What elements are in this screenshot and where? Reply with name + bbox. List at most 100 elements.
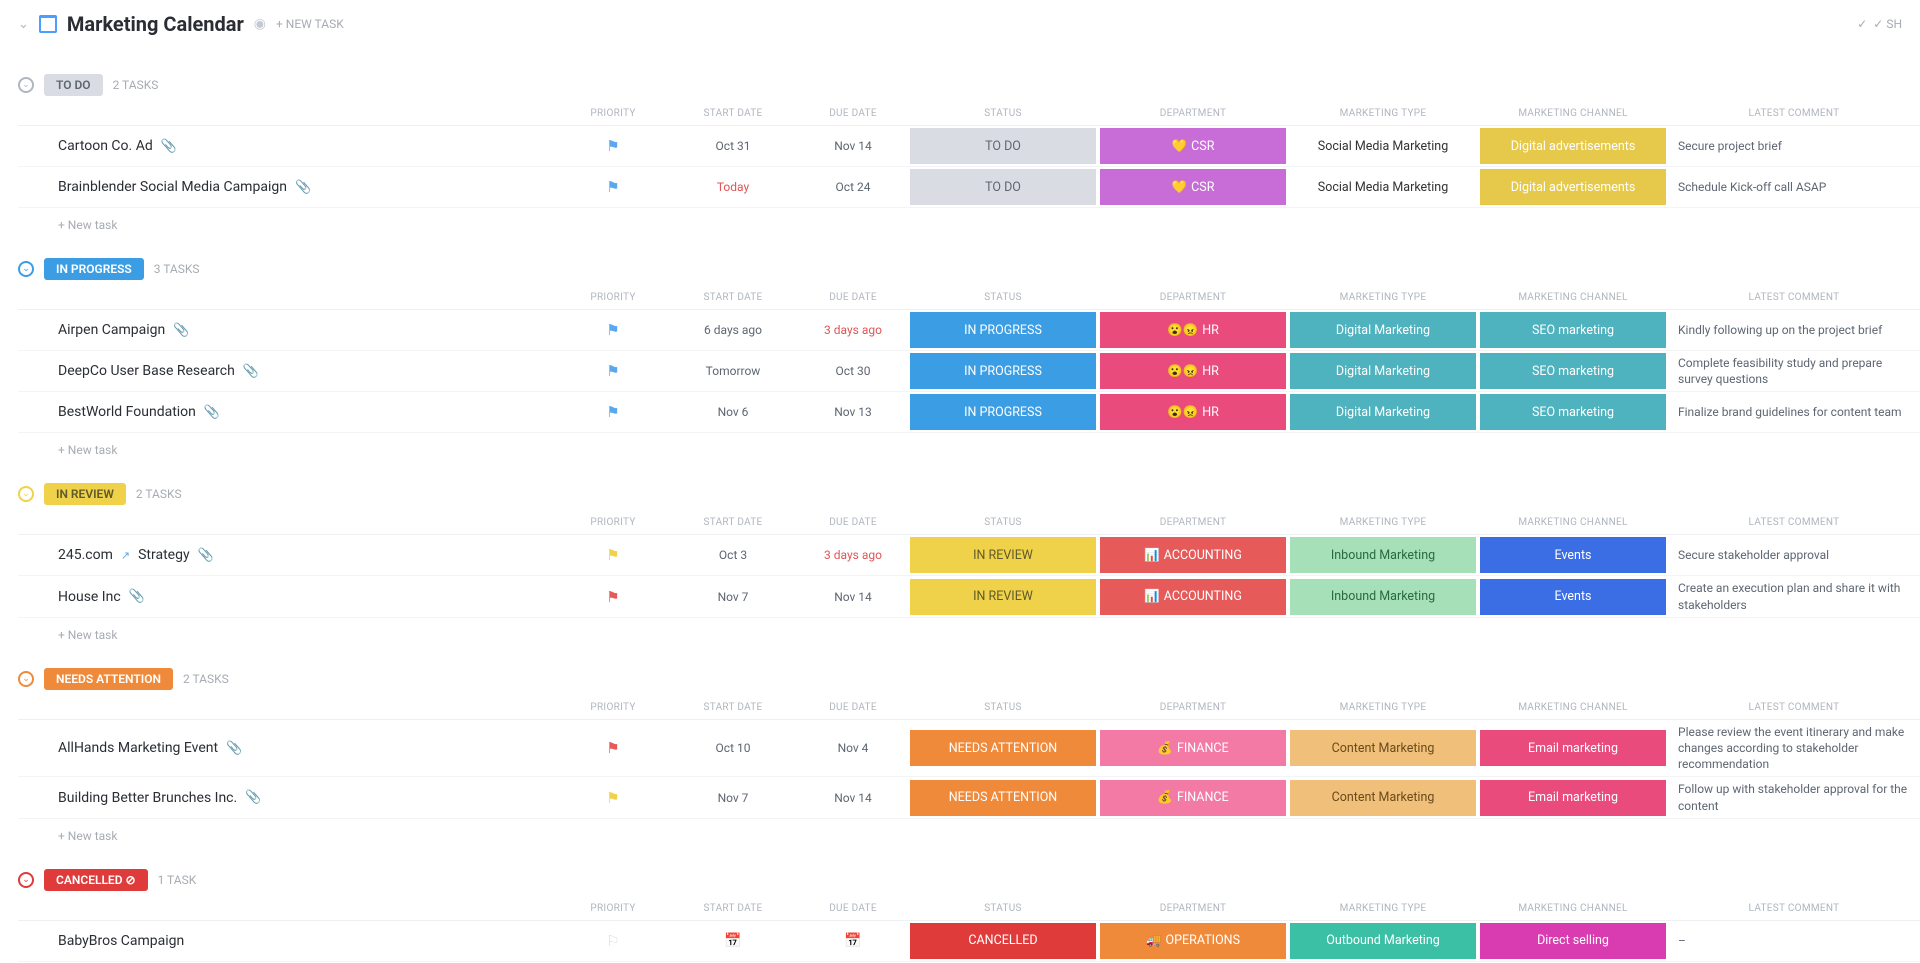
marketing-channel-chip[interactable]: SEO marketing bbox=[1480, 312, 1666, 348]
task-name[interactable]: AllHands Marketing Event📎 bbox=[58, 740, 558, 756]
marketing-channel-chip[interactable]: SEO marketing bbox=[1480, 353, 1666, 389]
due-date[interactable]: Nov 14 bbox=[798, 139, 908, 153]
attachment-icon[interactable]: 📎 bbox=[204, 405, 220, 420]
marketing-type-chip[interactable]: Digital Marketing bbox=[1290, 394, 1476, 430]
new-task-button[interactable]: + New task bbox=[18, 618, 1920, 642]
priority-flag[interactable]: ⚑ bbox=[558, 546, 668, 564]
marketing-type-chip[interactable]: Outbound Marketing bbox=[1290, 923, 1476, 959]
priority-flag[interactable]: ⚑ bbox=[558, 403, 668, 421]
start-date[interactable]: Tomorrow bbox=[668, 364, 798, 378]
status-chip[interactable]: IN REVIEW bbox=[910, 537, 1096, 573]
department-chip[interactable]: 📊 ACCOUNTING bbox=[1100, 579, 1286, 615]
latest-comment[interactable]: Schedule Kick-off call ASAP bbox=[1668, 175, 1920, 199]
marketing-type-chip[interactable]: Content Marketing bbox=[1290, 730, 1476, 766]
status-chip[interactable]: IN PROGRESS bbox=[910, 394, 1096, 430]
due-date[interactable]: Nov 4 bbox=[798, 741, 908, 755]
marketing-type-chip[interactable]: Content Marketing bbox=[1290, 780, 1476, 816]
priority-flag[interactable]: ⚑ bbox=[558, 739, 668, 757]
group-toggle-icon[interactable]: ⌄ bbox=[18, 671, 34, 687]
department-chip[interactable]: 😮😠 HR bbox=[1100, 312, 1286, 348]
latest-comment[interactable]: Complete feasibility study and prepare s… bbox=[1668, 351, 1920, 391]
latest-comment[interactable]: – bbox=[1668, 929, 1920, 953]
marketing-type-chip[interactable]: Inbound Marketing bbox=[1290, 537, 1476, 573]
group-toggle-icon[interactable]: ⌄ bbox=[18, 872, 34, 888]
task-row[interactable]: Building Better Brunches Inc.📎⚑Nov 7Nov … bbox=[18, 777, 1920, 818]
task-row[interactable]: Cartoon Co. Ad📎⚑Oct 31Nov 14TO DO💛 CSRSo… bbox=[18, 126, 1920, 167]
task-row[interactable]: 245.com↗Strategy📎⚑Oct 33 days agoIN REVI… bbox=[18, 535, 1920, 576]
group-status-pill[interactable]: IN REVIEW bbox=[44, 483, 126, 505]
task-name[interactable]: Building Better Brunches Inc.📎 bbox=[58, 790, 558, 806]
marketing-type-chip[interactable]: Social Media Marketing bbox=[1290, 169, 1476, 205]
due-date[interactable]: 3 days ago bbox=[798, 323, 908, 337]
group-toggle-icon[interactable]: ⌄ bbox=[18, 261, 34, 277]
marketing-type-chip[interactable]: Inbound Marketing bbox=[1290, 579, 1476, 615]
task-row[interactable]: AllHands Marketing Event📎⚑Oct 10Nov 4NEE… bbox=[18, 720, 1920, 778]
status-chip[interactable]: NEEDS ATTENTION bbox=[910, 730, 1096, 766]
task-row[interactable]: Airpen Campaign📎⚑6 days ago3 days agoIN … bbox=[18, 310, 1920, 351]
due-date[interactable]: Nov 13 bbox=[798, 405, 908, 419]
due-date[interactable]: 📅 bbox=[798, 933, 908, 949]
start-date[interactable]: 6 days ago bbox=[668, 323, 798, 337]
due-date[interactable]: Nov 14 bbox=[798, 590, 908, 604]
marketing-channel-chip[interactable]: Email marketing bbox=[1480, 780, 1666, 816]
department-chip[interactable]: 📊 ACCOUNTING bbox=[1100, 537, 1286, 573]
due-date[interactable]: Nov 14 bbox=[798, 791, 908, 805]
marketing-channel-chip[interactable]: Digital advertisements bbox=[1480, 169, 1666, 205]
task-row[interactable]: DeepCo User Base Research📎⚑TomorrowOct 3… bbox=[18, 351, 1920, 392]
task-name[interactable]: Cartoon Co. Ad📎 bbox=[58, 138, 558, 154]
marketing-channel-chip[interactable]: Events bbox=[1480, 579, 1666, 615]
start-date[interactable]: Nov 6 bbox=[668, 405, 798, 419]
group-status-pill[interactable]: NEEDS ATTENTION bbox=[44, 668, 173, 690]
attachment-icon[interactable]: 📎 bbox=[161, 139, 177, 154]
latest-comment[interactable]: Secure project brief bbox=[1668, 134, 1920, 158]
department-chip[interactable]: 😮😠 HR bbox=[1100, 353, 1286, 389]
latest-comment[interactable]: Please review the event itinerary and ma… bbox=[1668, 720, 1920, 777]
start-date[interactable]: Oct 3 bbox=[668, 548, 798, 562]
start-date[interactable]: Today bbox=[668, 180, 798, 194]
task-name[interactable]: DeepCo User Base Research📎 bbox=[58, 363, 558, 379]
latest-comment[interactable]: Finalize brand guidelines for content te… bbox=[1668, 400, 1920, 424]
attachment-icon[interactable]: 📎 bbox=[295, 180, 311, 195]
header-right-controls[interactable]: ✓✓ SH bbox=[1857, 17, 1902, 31]
department-chip[interactable]: 😮😠 HR bbox=[1100, 394, 1286, 430]
due-date[interactable]: Oct 24 bbox=[798, 180, 908, 194]
status-chip[interactable]: TO DO bbox=[910, 128, 1096, 164]
department-chip[interactable]: 💛 CSR bbox=[1100, 128, 1286, 164]
new-task-button[interactable]: + New task bbox=[18, 433, 1920, 457]
attachment-icon[interactable]: 📎 bbox=[245, 790, 261, 805]
info-icon[interactable]: ◉ bbox=[254, 16, 266, 32]
attachment-icon[interactable]: 📎 bbox=[198, 548, 214, 563]
attachment-icon[interactable]: 📎 bbox=[243, 364, 259, 379]
start-date[interactable]: Oct 10 bbox=[668, 741, 798, 755]
latest-comment[interactable]: Create an execution plan and share it wi… bbox=[1668, 576, 1920, 616]
task-name[interactable]: House Inc📎 bbox=[58, 589, 558, 605]
group-toggle-icon[interactable]: ⌄ bbox=[18, 486, 34, 502]
priority-flag[interactable]: ⚑ bbox=[558, 789, 668, 807]
marketing-channel-chip[interactable]: Events bbox=[1480, 537, 1666, 573]
marketing-channel-chip[interactable]: SEO marketing bbox=[1480, 394, 1666, 430]
department-chip[interactable]: 🚚 OPERATIONS bbox=[1100, 923, 1286, 959]
status-chip[interactable]: IN REVIEW bbox=[910, 579, 1096, 615]
external-link-icon[interactable]: ↗ bbox=[121, 549, 130, 562]
due-date[interactable]: Oct 30 bbox=[798, 364, 908, 378]
priority-flag[interactable]: ⚑ bbox=[558, 137, 668, 155]
task-name[interactable]: 245.com↗Strategy📎 bbox=[58, 547, 558, 563]
marketing-channel-chip[interactable]: Direct selling bbox=[1480, 923, 1666, 959]
group-status-pill[interactable]: CANCELLED ⊘ bbox=[44, 869, 148, 891]
start-date[interactable]: Nov 7 bbox=[668, 590, 798, 604]
status-chip[interactable]: IN PROGRESS bbox=[910, 353, 1096, 389]
due-date[interactable]: 3 days ago bbox=[798, 548, 908, 562]
start-date[interactable]: 📅 bbox=[668, 933, 798, 949]
marketing-channel-chip[interactable]: Digital advertisements bbox=[1480, 128, 1666, 164]
attachment-icon[interactable]: 📎 bbox=[173, 323, 189, 338]
task-name[interactable]: Brainblender Social Media Campaign📎 bbox=[58, 179, 558, 195]
attachment-icon[interactable]: 📎 bbox=[226, 741, 242, 756]
status-chip[interactable]: TO DO bbox=[910, 169, 1096, 205]
latest-comment[interactable]: Follow up with stakeholder approval for … bbox=[1668, 777, 1920, 817]
collapse-all-icon[interactable]: ⌄ bbox=[18, 17, 29, 32]
task-row[interactable]: BestWorld Foundation📎⚑Nov 6Nov 13IN PROG… bbox=[18, 392, 1920, 433]
attachment-icon[interactable]: 📎 bbox=[129, 589, 145, 604]
marketing-type-chip[interactable]: Social Media Marketing bbox=[1290, 128, 1476, 164]
marketing-channel-chip[interactable]: Email marketing bbox=[1480, 730, 1666, 766]
task-name[interactable]: BestWorld Foundation📎 bbox=[58, 404, 558, 420]
